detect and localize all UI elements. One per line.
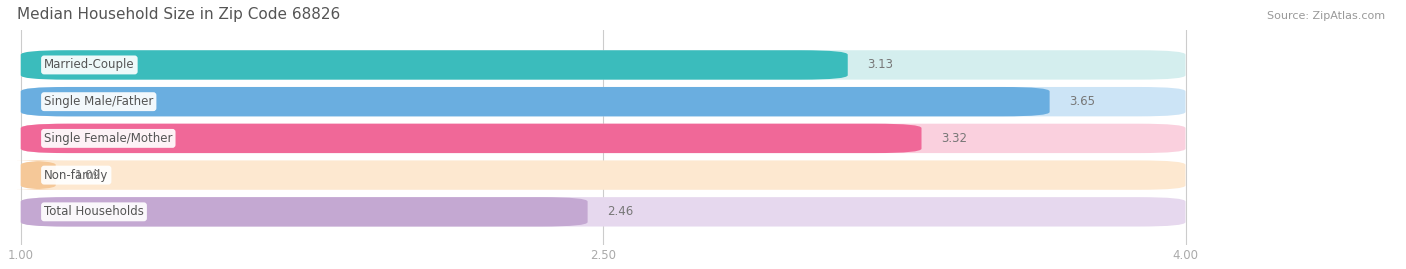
Text: Non-family: Non-family xyxy=(44,169,108,182)
FancyBboxPatch shape xyxy=(21,124,1185,153)
Text: Total Households: Total Households xyxy=(44,205,143,218)
FancyBboxPatch shape xyxy=(21,50,848,80)
Text: 3.65: 3.65 xyxy=(1069,95,1095,108)
Text: 1.09: 1.09 xyxy=(75,169,101,182)
Text: Married-Couple: Married-Couple xyxy=(44,58,135,72)
Text: Source: ZipAtlas.com: Source: ZipAtlas.com xyxy=(1267,11,1385,21)
FancyBboxPatch shape xyxy=(21,160,1185,190)
Text: 3.13: 3.13 xyxy=(868,58,893,72)
FancyBboxPatch shape xyxy=(8,160,67,190)
FancyBboxPatch shape xyxy=(21,50,1185,80)
FancyBboxPatch shape xyxy=(21,87,1185,116)
Text: 3.32: 3.32 xyxy=(941,132,967,145)
FancyBboxPatch shape xyxy=(21,87,1050,116)
Text: Median Household Size in Zip Code 68826: Median Household Size in Zip Code 68826 xyxy=(17,7,340,22)
Text: Single Female/Mother: Single Female/Mother xyxy=(44,132,173,145)
Text: 2.46: 2.46 xyxy=(607,205,633,218)
FancyBboxPatch shape xyxy=(21,197,588,226)
FancyBboxPatch shape xyxy=(21,197,1185,226)
Text: Single Male/Father: Single Male/Father xyxy=(44,95,153,108)
FancyBboxPatch shape xyxy=(21,124,921,153)
